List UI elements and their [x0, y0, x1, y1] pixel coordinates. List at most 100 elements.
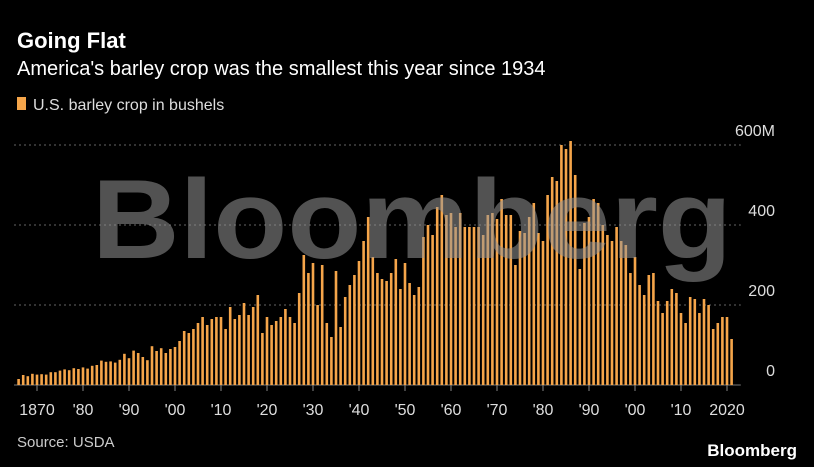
bar — [560, 145, 563, 385]
chart-subtitle: America's barley crop was the smallest t… — [17, 58, 546, 80]
bar — [113, 362, 117, 385]
bar — [219, 317, 223, 385]
bar — [343, 297, 347, 385]
bar — [546, 195, 549, 385]
bar — [261, 333, 264, 385]
bar — [629, 273, 632, 385]
bar — [564, 149, 568, 385]
bar — [656, 301, 660, 385]
bar — [320, 265, 324, 385]
bar — [182, 331, 186, 385]
bar — [399, 289, 402, 385]
bar — [81, 367, 85, 385]
bar — [532, 203, 536, 385]
bar — [339, 327, 342, 385]
x-tick-label: '50 — [395, 402, 416, 419]
bar — [702, 299, 706, 385]
bar — [721, 317, 724, 385]
bar — [408, 283, 411, 385]
bar — [284, 309, 287, 385]
bar — [288, 317, 292, 385]
bar — [587, 217, 591, 385]
bar — [201, 317, 204, 385]
bar — [624, 245, 628, 385]
bar — [633, 257, 637, 385]
bar — [445, 215, 448, 385]
y-tick-label: 200 — [748, 283, 775, 300]
bar — [661, 313, 664, 385]
bar — [109, 361, 112, 385]
bar — [463, 227, 467, 385]
bar — [247, 315, 250, 385]
chart-title: Going Flat — [17, 28, 126, 53]
bar — [555, 181, 559, 385]
bar — [205, 325, 209, 385]
bar — [104, 361, 108, 385]
bar — [233, 319, 237, 385]
bar — [35, 374, 39, 385]
bar — [293, 323, 296, 385]
bar — [606, 235, 609, 385]
bar — [477, 227, 480, 385]
bar — [541, 241, 545, 385]
bar — [21, 375, 25, 385]
bar — [412, 295, 416, 385]
bar — [500, 199, 503, 385]
bar — [279, 317, 283, 385]
bar — [610, 241, 614, 385]
x-tick-label: '90 — [119, 402, 140, 419]
bar — [394, 259, 398, 385]
bar — [330, 337, 333, 385]
bar — [302, 255, 306, 385]
bar — [325, 323, 329, 385]
bar — [215, 317, 218, 385]
x-tick-label: '00 — [165, 402, 186, 419]
bar — [251, 307, 255, 385]
bar — [169, 349, 172, 385]
bar — [518, 231, 522, 385]
bar — [583, 223, 586, 385]
bar — [711, 329, 715, 385]
bar — [486, 215, 490, 385]
x-tick-label: '80 — [533, 402, 554, 419]
bar — [136, 353, 140, 385]
bar — [725, 317, 729, 385]
bar — [573, 175, 577, 385]
bar — [665, 301, 669, 385]
bar — [238, 315, 241, 385]
bar — [95, 365, 99, 385]
bar — [495, 219, 499, 385]
y-tick-label: 400 — [748, 203, 775, 220]
bar — [527, 217, 531, 385]
bar — [196, 323, 200, 385]
bar — [77, 369, 80, 385]
bar — [265, 317, 269, 385]
bar — [426, 225, 430, 385]
bar — [647, 275, 651, 385]
bar — [523, 233, 526, 385]
bar — [376, 273, 379, 385]
bar — [54, 372, 57, 385]
bar — [619, 241, 623, 385]
bar — [242, 303, 246, 385]
y-tick-label: 0 — [766, 363, 775, 380]
x-tick-label: '00 — [625, 402, 646, 419]
bar — [141, 357, 145, 385]
bar — [357, 261, 361, 385]
bar — [159, 348, 163, 385]
bar — [362, 241, 365, 385]
bar — [385, 281, 388, 385]
bar — [569, 141, 572, 385]
bar — [389, 273, 393, 385]
bar — [449, 213, 453, 385]
bar — [431, 235, 434, 385]
bar — [435, 207, 439, 385]
legend-label: U.S. barley crop in bushels — [33, 97, 224, 114]
logo: Bloomberg — [707, 441, 797, 460]
bar — [58, 370, 62, 385]
bar — [210, 319, 214, 385]
x-tick-label: 2020 — [709, 402, 745, 419]
bar — [514, 265, 517, 385]
bar — [504, 215, 508, 385]
